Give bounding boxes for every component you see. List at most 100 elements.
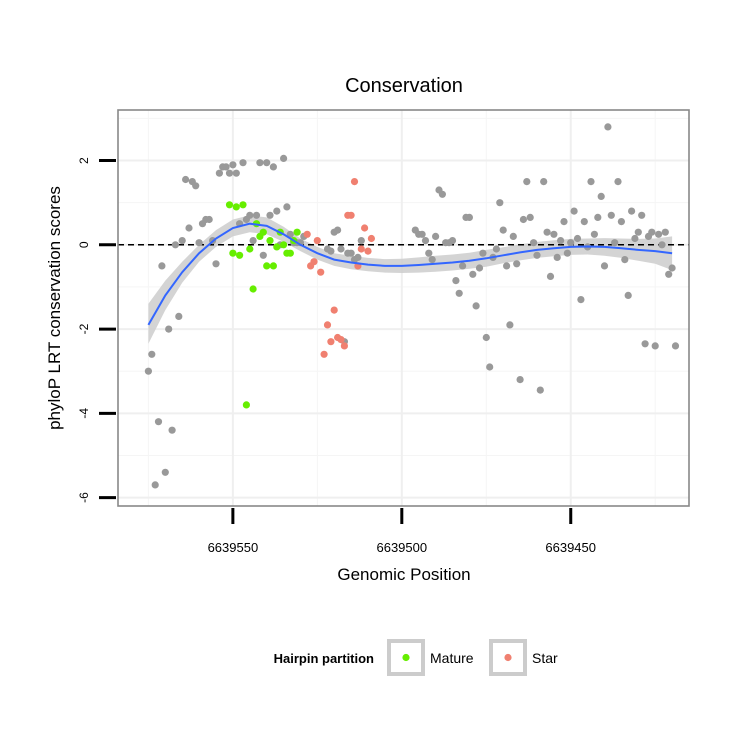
x-tick-label: 6639550	[208, 540, 259, 555]
point-other	[573, 234, 582, 243]
point-mature	[239, 201, 247, 209]
point-other	[519, 215, 528, 224]
point-other	[438, 190, 446, 198]
point-star	[320, 350, 328, 358]
point-other	[580, 218, 588, 226]
point-other	[459, 262, 467, 270]
point-other	[327, 247, 335, 255]
point-other	[482, 333, 490, 342]
point-other	[648, 228, 656, 236]
point-other	[513, 260, 521, 268]
point-other	[252, 211, 261, 219]
point-other	[563, 249, 572, 257]
point-star	[361, 224, 369, 232]
point-star	[313, 237, 321, 245]
point-other	[283, 203, 291, 211]
point-star	[350, 178, 359, 186]
point-other	[158, 262, 166, 270]
point-other	[590, 230, 599, 238]
point-other	[543, 228, 551, 236]
point-other	[475, 264, 484, 272]
point-other	[509, 232, 517, 240]
point-other	[611, 239, 619, 247]
point-star	[327, 338, 335, 346]
point-other	[452, 277, 460, 285]
point-other	[178, 237, 186, 245]
point-other	[570, 207, 578, 215]
point-other	[239, 159, 247, 167]
point-other	[269, 163, 277, 171]
point-other	[222, 163, 230, 171]
point-mature	[229, 249, 237, 257]
point-other	[587, 178, 595, 186]
point-other	[550, 230, 558, 238]
point-other	[249, 237, 257, 245]
point-other	[479, 249, 487, 257]
point-other	[665, 270, 673, 278]
x-tick-label: 6639450	[545, 540, 596, 555]
point-mature	[236, 251, 244, 259]
confidence-ribbon	[148, 215, 673, 344]
point-other	[597, 192, 605, 200]
point-other	[229, 161, 237, 169]
point-mature	[232, 203, 240, 211]
point-mature	[286, 249, 294, 257]
point-other	[192, 182, 200, 190]
legend-dot-mature	[402, 653, 410, 662]
point-other	[246, 211, 254, 219]
y-tick-label: 2	[77, 157, 91, 164]
point-other	[144, 367, 152, 375]
point-other	[418, 230, 426, 238]
point-star	[317, 268, 325, 276]
point-other	[148, 350, 156, 358]
point-other	[266, 211, 274, 219]
point-other	[347, 249, 355, 257]
point-other	[577, 296, 585, 304]
point-other	[641, 340, 649, 348]
confidence-ribbon-layer	[148, 215, 673, 344]
y-tick-label: -6	[77, 492, 91, 503]
legend-entries: Mature Star	[387, 639, 558, 676]
point-other	[560, 218, 568, 226]
point-other	[161, 468, 169, 476]
point-other	[168, 426, 176, 434]
x-tick-label: 6639500	[376, 540, 427, 555]
legend-key-star	[489, 639, 527, 676]
point-other	[506, 321, 514, 329]
point-other	[496, 199, 504, 207]
point-other	[263, 159, 271, 167]
point-mature	[280, 241, 288, 249]
point-other	[256, 159, 264, 167]
legend-dot-star	[504, 653, 512, 662]
point-other	[354, 253, 362, 261]
point-other	[499, 226, 507, 234]
panel-background	[118, 110, 689, 506]
point-mature	[293, 228, 301, 236]
point-mature	[242, 401, 250, 409]
point-other	[472, 302, 480, 310]
point-other	[286, 230, 294, 238]
point-other	[567, 239, 575, 247]
point-other	[530, 239, 538, 247]
point-other	[259, 251, 267, 259]
point-other	[171, 241, 179, 249]
point-other	[621, 256, 629, 264]
point-star	[367, 234, 375, 243]
plot-panel	[117, 109, 690, 507]
point-mature	[273, 243, 281, 251]
point-star	[303, 230, 311, 238]
point-star	[310, 258, 318, 266]
y-tick-label: -4	[77, 408, 91, 419]
x-axis: 6639550 6639500 6639450	[208, 508, 596, 555]
point-mature	[266, 237, 274, 245]
point-star	[330, 306, 338, 314]
point-other	[175, 312, 183, 320]
point-other	[516, 376, 524, 384]
point-other	[469, 270, 477, 278]
point-other	[631, 234, 639, 243]
point-other	[604, 123, 612, 131]
point-other	[421, 237, 430, 245]
point-star	[357, 245, 365, 253]
point-star	[337, 336, 345, 344]
point-other	[523, 178, 531, 186]
